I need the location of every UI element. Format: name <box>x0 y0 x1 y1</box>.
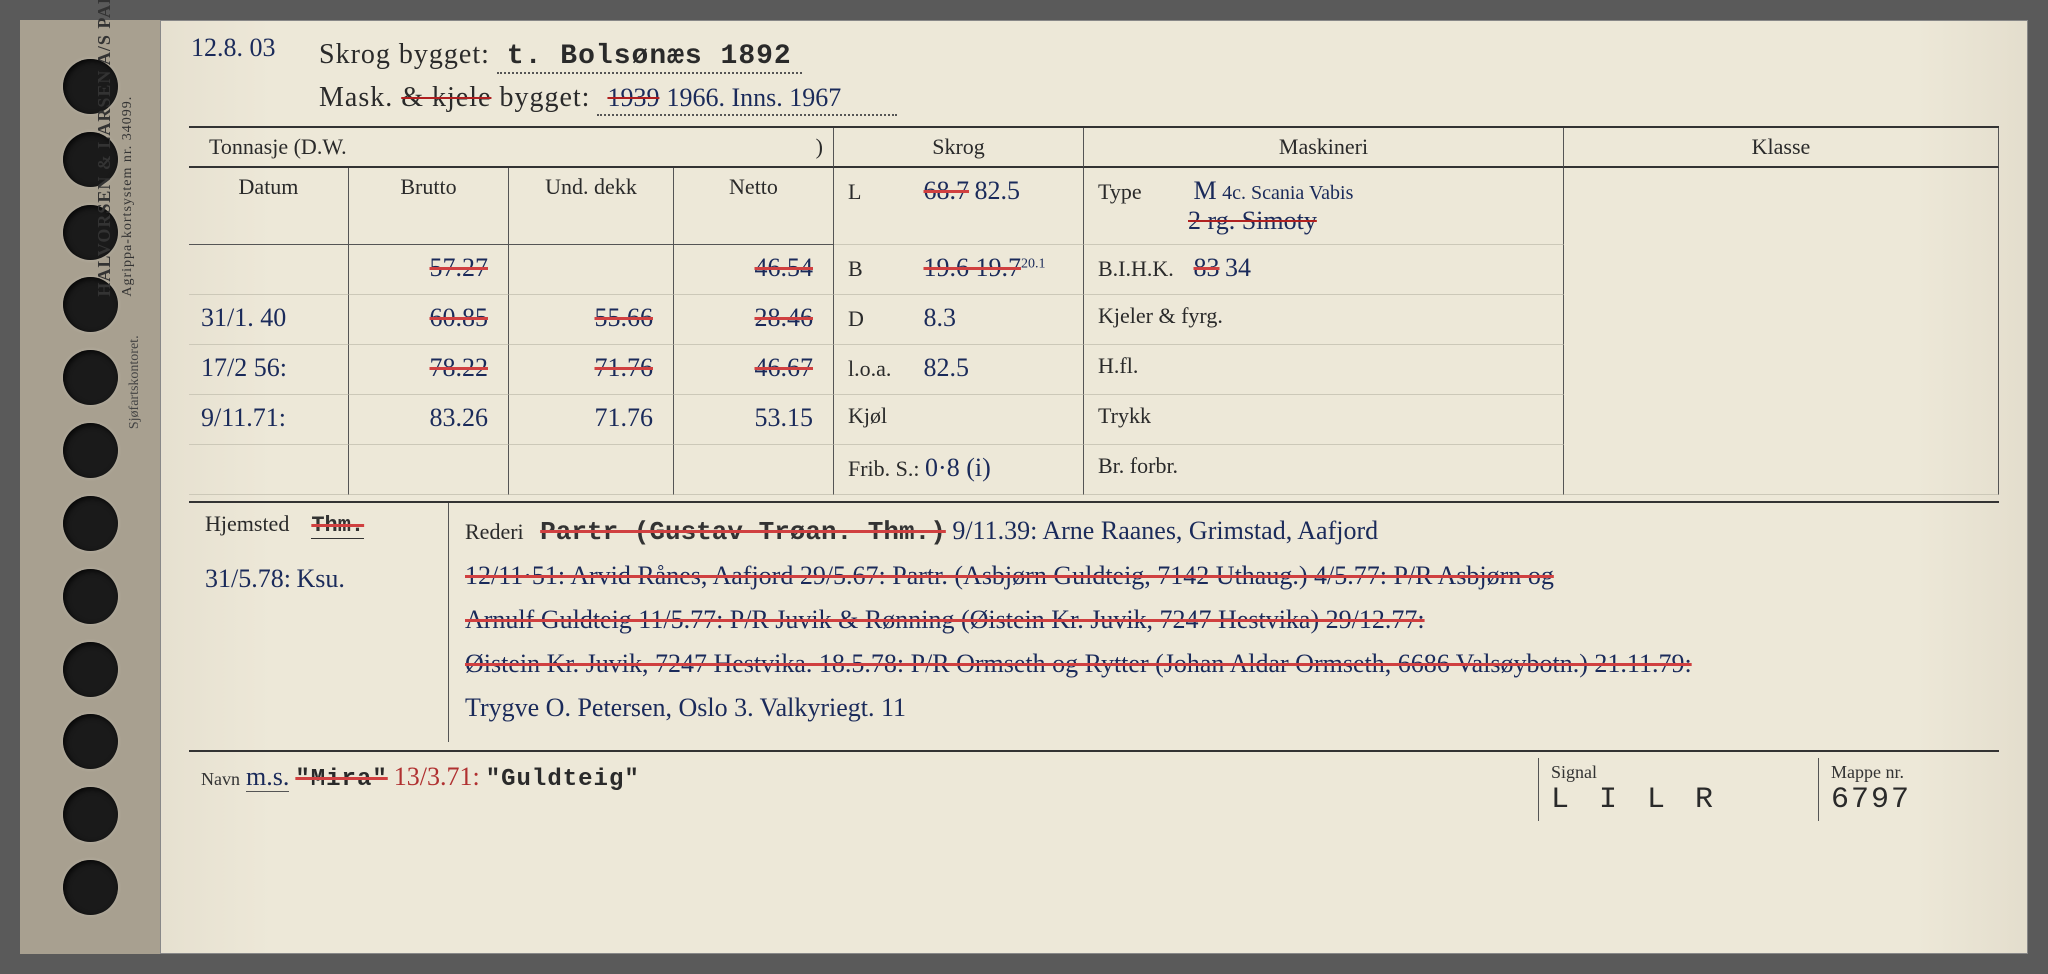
netto-cell: 46.67 <box>674 345 834 395</box>
datum-cell: 31/1. 40 <box>189 295 349 345</box>
col-unddekk: Und. dekk <box>509 168 674 245</box>
unddekk-cell: 55.66 <box>509 295 674 345</box>
skrog-B: B 19.6 19.720.1 <box>834 245 1084 295</box>
tonnasje-header: Tonnasje (D.W. ) <box>189 128 834 168</box>
unddekk-cell: 71.76 <box>509 345 674 395</box>
footer-row: Navn m.s. "Mira" 13/3.71: "Guldteig" Sig… <box>189 750 1999 821</box>
mask-hfl: H.fl. <box>1084 345 1564 395</box>
mappe-cell: Mappe nr. 6797 <box>1819 758 1999 821</box>
top-date: 12.8. 03 <box>191 33 276 63</box>
skrog-bygget-value: t. Bolsønæs 1892 <box>497 41 802 74</box>
binder-hole <box>63 496 118 551</box>
signal-cell: Signal L I L R <box>1539 758 1819 821</box>
skrog-frib: Frib. S.: 0·8 (i) <box>834 445 1084 495</box>
netto-cell: 53.15 <box>674 395 834 445</box>
klasse-cell <box>1564 168 1999 495</box>
side-company-label: HALVORSEN & LARSEN A/S PAPIRINDUSTRI Agr… <box>94 0 136 297</box>
unddekk-cell: 71.76 <box>509 395 674 445</box>
datum-cell: 17/2 56: <box>189 345 349 395</box>
skrog-kjol: Kjøl <box>834 395 1084 445</box>
mask-type: Type M 4c. Scania Vabis2 rg. Simoty <box>1084 168 1564 245</box>
mask-br: Br. forbr. <box>1084 445 1564 495</box>
datum-cell: 9/11.71: <box>189 395 349 445</box>
mask-bygget-value: 1939 1966. Inns. 1967 <box>597 82 897 116</box>
maskineri-header: Maskineri <box>1084 128 1564 168</box>
rederi-block: Rederi Partr (Gustav Trøan. Thm.) 9/11.3… <box>449 503 1999 742</box>
klasse-header: Klasse <box>1564 128 1999 168</box>
datum-cell <box>189 245 349 295</box>
mask-bygget-label: Mask. & kjele bygget: <box>319 82 590 113</box>
rederi-line-3: Arnulf Guldteig 11/5.77: P/R Juvik & Røn… <box>465 598 1983 642</box>
rederi-line-4: Øistein Kr. Juvik, 7247 Hestvika. 18.5.7… <box>465 642 1983 686</box>
record-card: 12.8. 03 Skrog bygget: t. Bolsønæs 1892 … <box>160 20 2028 954</box>
main-grid: Tonnasje (D.W. ) Skrog Maskineri Klasse … <box>189 126 1999 495</box>
skrog-header: Skrog <box>834 128 1084 168</box>
navn-cell: Navn m.s. "Mira" 13/3.71: "Guldteig" <box>189 758 1539 821</box>
brutto-cell: 57.27 <box>349 245 509 295</box>
skrog-D: D 8.3 <box>834 295 1084 345</box>
binder-hole <box>63 714 118 769</box>
binder-hole <box>63 642 118 697</box>
mask-trykk: Trykk <box>1084 395 1564 445</box>
brutto-cell: 78.22 <box>349 345 509 395</box>
mask-bygget-row: Mask. & kjele bygget: 1939 1966. Inns. 1… <box>319 82 1999 116</box>
rederi-line-1: Rederi Partr (Gustav Trøan. Thm.) 9/11.3… <box>465 509 1983 554</box>
side-office-label: Sjøfartskontoret. <box>127 336 143 430</box>
mask-bihk: B.I.H.K. 83 34 <box>1084 245 1564 295</box>
binder-hole <box>63 569 118 624</box>
brutto-cell <box>349 445 509 495</box>
netto-cell <box>674 445 834 495</box>
netto-cell: 46.54 <box>674 245 834 295</box>
unddekk-cell <box>509 445 674 495</box>
skrog-loa: l.o.a. 82.5 <box>834 345 1084 395</box>
skrog-bygget-label: Skrog bygget: <box>319 39 490 70</box>
brutto-cell: 60.85 <box>349 295 509 345</box>
binder-hole <box>63 350 118 405</box>
rederi-line-2: 12/11·51: Arvid Rånes, Aafjord 29/5.67: … <box>465 554 1983 598</box>
datum-cell <box>189 445 349 495</box>
col-netto: Netto <box>674 168 834 245</box>
netto-cell: 28.46 <box>674 295 834 345</box>
col-brutto: Brutto <box>349 168 509 245</box>
skrog-L: L 68.7 82.5 <box>834 168 1084 245</box>
rederi-line-5: Trygve O. Petersen, Oslo 3. Valkyriegt. … <box>465 686 1983 730</box>
mask-kjeler: Kjeler & fyrg. <box>1084 295 1564 345</box>
binder-hole <box>63 860 118 915</box>
hjemsted-col: Hjemsted Thm. 31/5.78: Ksu. <box>189 503 449 742</box>
binder-strip: HALVORSEN & LARSEN A/S PAPIRINDUSTRI Agr… <box>20 20 160 954</box>
unddekk-cell <box>509 245 674 295</box>
binder-hole <box>63 787 118 842</box>
col-datum: Datum <box>189 168 349 245</box>
page: HALVORSEN & LARSEN A/S PAPIRINDUSTRI Agr… <box>20 20 2028 954</box>
skrog-bygget-row: Skrog bygget: t. Bolsønæs 1892 <box>319 39 1999 74</box>
brutto-cell: 83.26 <box>349 395 509 445</box>
lower-section: Hjemsted Thm. 31/5.78: Ksu. Rederi Partr… <box>189 501 1999 742</box>
binder-hole <box>63 423 118 478</box>
